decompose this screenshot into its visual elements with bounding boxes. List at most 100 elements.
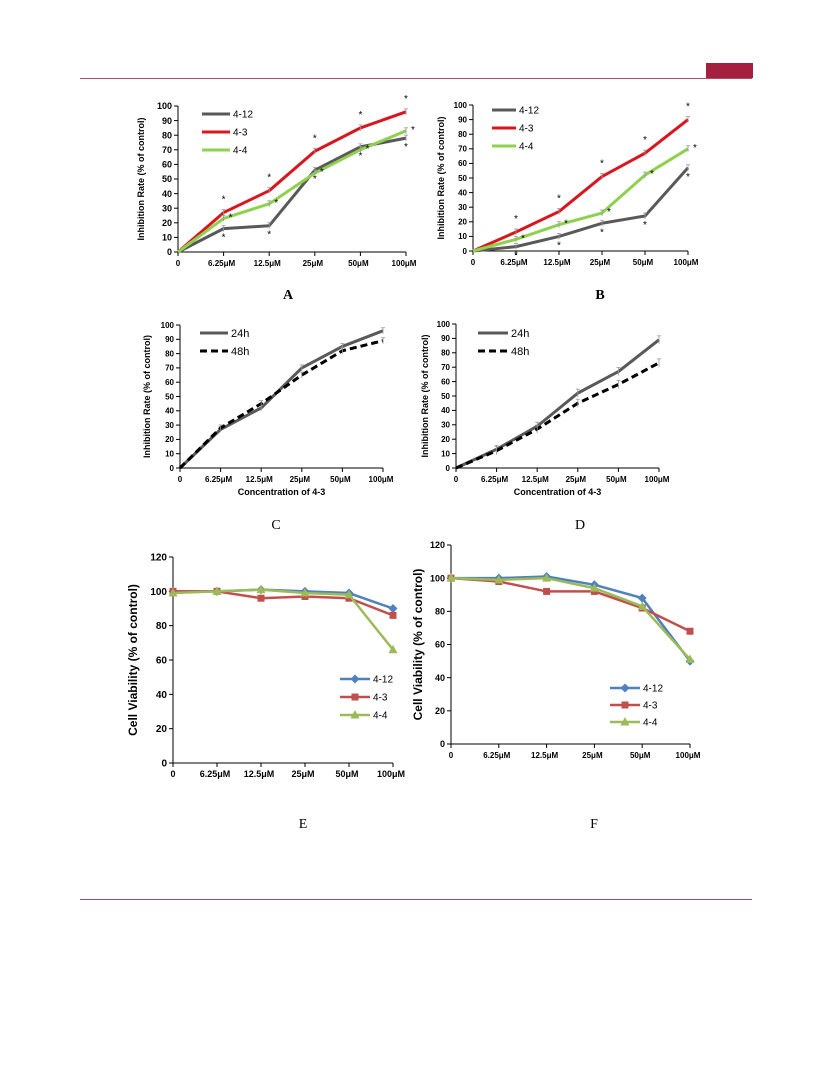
- y-tick-label: 70: [162, 145, 172, 155]
- y-tick-label: 90: [165, 335, 174, 344]
- significance-marker: *: [358, 110, 362, 121]
- y-tick-label: 40: [441, 406, 450, 415]
- y-tick-label: 60: [458, 159, 467, 168]
- y-axis-label: Inhibition Rate (% of control): [436, 117, 446, 240]
- series-line-48h: [178, 339, 384, 470]
- y-tick-label: 120: [430, 540, 445, 550]
- x-tick-label: 100μM: [369, 475, 394, 484]
- y-axis-label: Cell Viability (% of control): [411, 569, 425, 721]
- data-point-4-4: [388, 644, 398, 654]
- significance-marker: *: [557, 240, 561, 251]
- legend-marker-4-12: [620, 683, 630, 693]
- header-accent-tab: [706, 63, 753, 78]
- x-tick-label: 0: [176, 259, 181, 268]
- x-tick-label: 6.25μM: [500, 258, 527, 267]
- legend-label-4-3: 4-3: [519, 124, 534, 135]
- significance-marker: *: [267, 230, 271, 241]
- significance-marker: *: [686, 172, 690, 183]
- header-rule: [80, 78, 752, 79]
- significance-marker: *: [267, 173, 271, 184]
- y-tick-label: 80: [162, 130, 172, 140]
- legend-label-4-4: 4-4: [519, 142, 534, 153]
- y-tick-label: 40: [165, 407, 174, 416]
- data-point-4-4: [212, 586, 222, 595]
- x-tick-label: 100μM: [392, 259, 417, 268]
- legend-label-4-12: 4-12: [233, 110, 253, 121]
- y-tick-label: 70: [165, 364, 174, 373]
- data-point-4-4: [494, 574, 504, 584]
- y-tick-label: 0: [463, 247, 468, 256]
- y-tick-label: 90: [162, 116, 172, 126]
- y-tick-label: 30: [441, 421, 450, 430]
- x-tick-label: 6.25μM: [208, 259, 235, 268]
- significance-marker: *: [643, 135, 647, 146]
- legend-marker-4-3: [351, 693, 359, 701]
- x-tick-label: 50μM: [606, 475, 627, 484]
- y-tick-label: 20: [156, 724, 168, 735]
- chart-panel-b: 0 10 20 30 40 50 60 70 80 90 100 0 6.25μM 12.5μM 25μM 5…: [436, 101, 699, 267]
- y-tick-label: 30: [162, 203, 172, 213]
- footer-rule: [80, 899, 752, 900]
- legend-label-48h: 48h: [511, 346, 529, 358]
- series-line-4-4: [450, 576, 691, 661]
- significance-marker: *: [222, 233, 226, 244]
- y-axis-label: Inhibition Rate (% of control): [420, 335, 430, 458]
- caption-b: B: [595, 288, 605, 303]
- y-tick-label: 50: [441, 392, 450, 401]
- y-tick-label: 40: [458, 188, 467, 197]
- significance-marker: *: [320, 167, 324, 178]
- y-tick-label: 100: [430, 573, 445, 583]
- x-tick-label: 25μM: [291, 769, 314, 779]
- y-tick-label: 80: [441, 349, 450, 358]
- series-line-24h: [178, 329, 384, 470]
- x-tick-label: 0: [454, 475, 459, 484]
- y-axis-label: Inhibition Rate (% of control): [136, 118, 146, 241]
- x-tick-label: 50μM: [335, 769, 358, 779]
- x-tick-label: 12.5μM: [522, 475, 549, 484]
- significance-marker: *: [693, 143, 697, 154]
- x-axis-label: Concentration of 4-3: [238, 487, 326, 497]
- data-point-4-4: [256, 584, 266, 594]
- data-point-4-3: [389, 611, 397, 619]
- chart-panel-f: 0 20 40 60 80 100 120 0 6.25μM 12.5μM 25μM 50μM 100μ…: [411, 540, 701, 760]
- y-tick-label: 20: [435, 706, 445, 716]
- data-point-4-4: [344, 589, 354, 599]
- x-tick-label: 12.5μM: [531, 751, 558, 760]
- y-tick-label: 100: [161, 321, 175, 330]
- y-tick-label: 0: [167, 247, 172, 257]
- significance-marker: *: [274, 198, 278, 209]
- x-tick-label: 25μM: [590, 258, 611, 267]
- chart-panel-d: 0 10 20 30 40 50 60 70 80 90 100 0 6.25μM 12.5μM 25μM 5…: [420, 320, 670, 497]
- y-tick-label: 60: [441, 377, 450, 386]
- caption-a: A: [282, 288, 294, 303]
- series-line-4-12: [472, 166, 690, 253]
- data-point-4-3: [686, 627, 694, 635]
- significance-marker: *: [313, 133, 317, 144]
- y-tick-label: 10: [458, 232, 467, 241]
- legend-label-4-3: 4-3: [373, 693, 388, 704]
- significance-marker: *: [600, 159, 604, 170]
- caption-e: E: [298, 817, 308, 832]
- y-tick-label: 40: [435, 673, 445, 683]
- legend-label-4-4: 4-4: [643, 718, 658, 729]
- y-tick-label: 120: [150, 553, 167, 564]
- legend-label-4-4: 4-4: [373, 711, 388, 722]
- x-tick-label: 0: [170, 769, 175, 779]
- series-line-4-4: [472, 147, 689, 253]
- x-tick-label: 50μM: [348, 259, 369, 268]
- series-line-48h: [455, 361, 660, 470]
- y-tick-label: 0: [170, 464, 175, 473]
- series-line-4-3: [177, 110, 407, 254]
- y-tick-label: 0: [446, 464, 451, 473]
- y-tick-label: 50: [165, 392, 174, 401]
- data-point-4-4: [685, 654, 695, 663]
- significance-marker: *: [229, 212, 233, 223]
- significance-marker: *: [650, 169, 654, 180]
- x-tick-label: 25μM: [303, 259, 324, 268]
- x-tick-label: 100μM: [674, 258, 699, 267]
- x-tick-label: 50μM: [630, 751, 651, 760]
- x-tick-label: 12.5μM: [254, 259, 281, 268]
- legend-label-4-12: 4-12: [519, 106, 539, 117]
- y-axis-label: Cell Viability (% of control): [126, 584, 140, 736]
- legend-label-24h: 24h: [511, 328, 529, 340]
